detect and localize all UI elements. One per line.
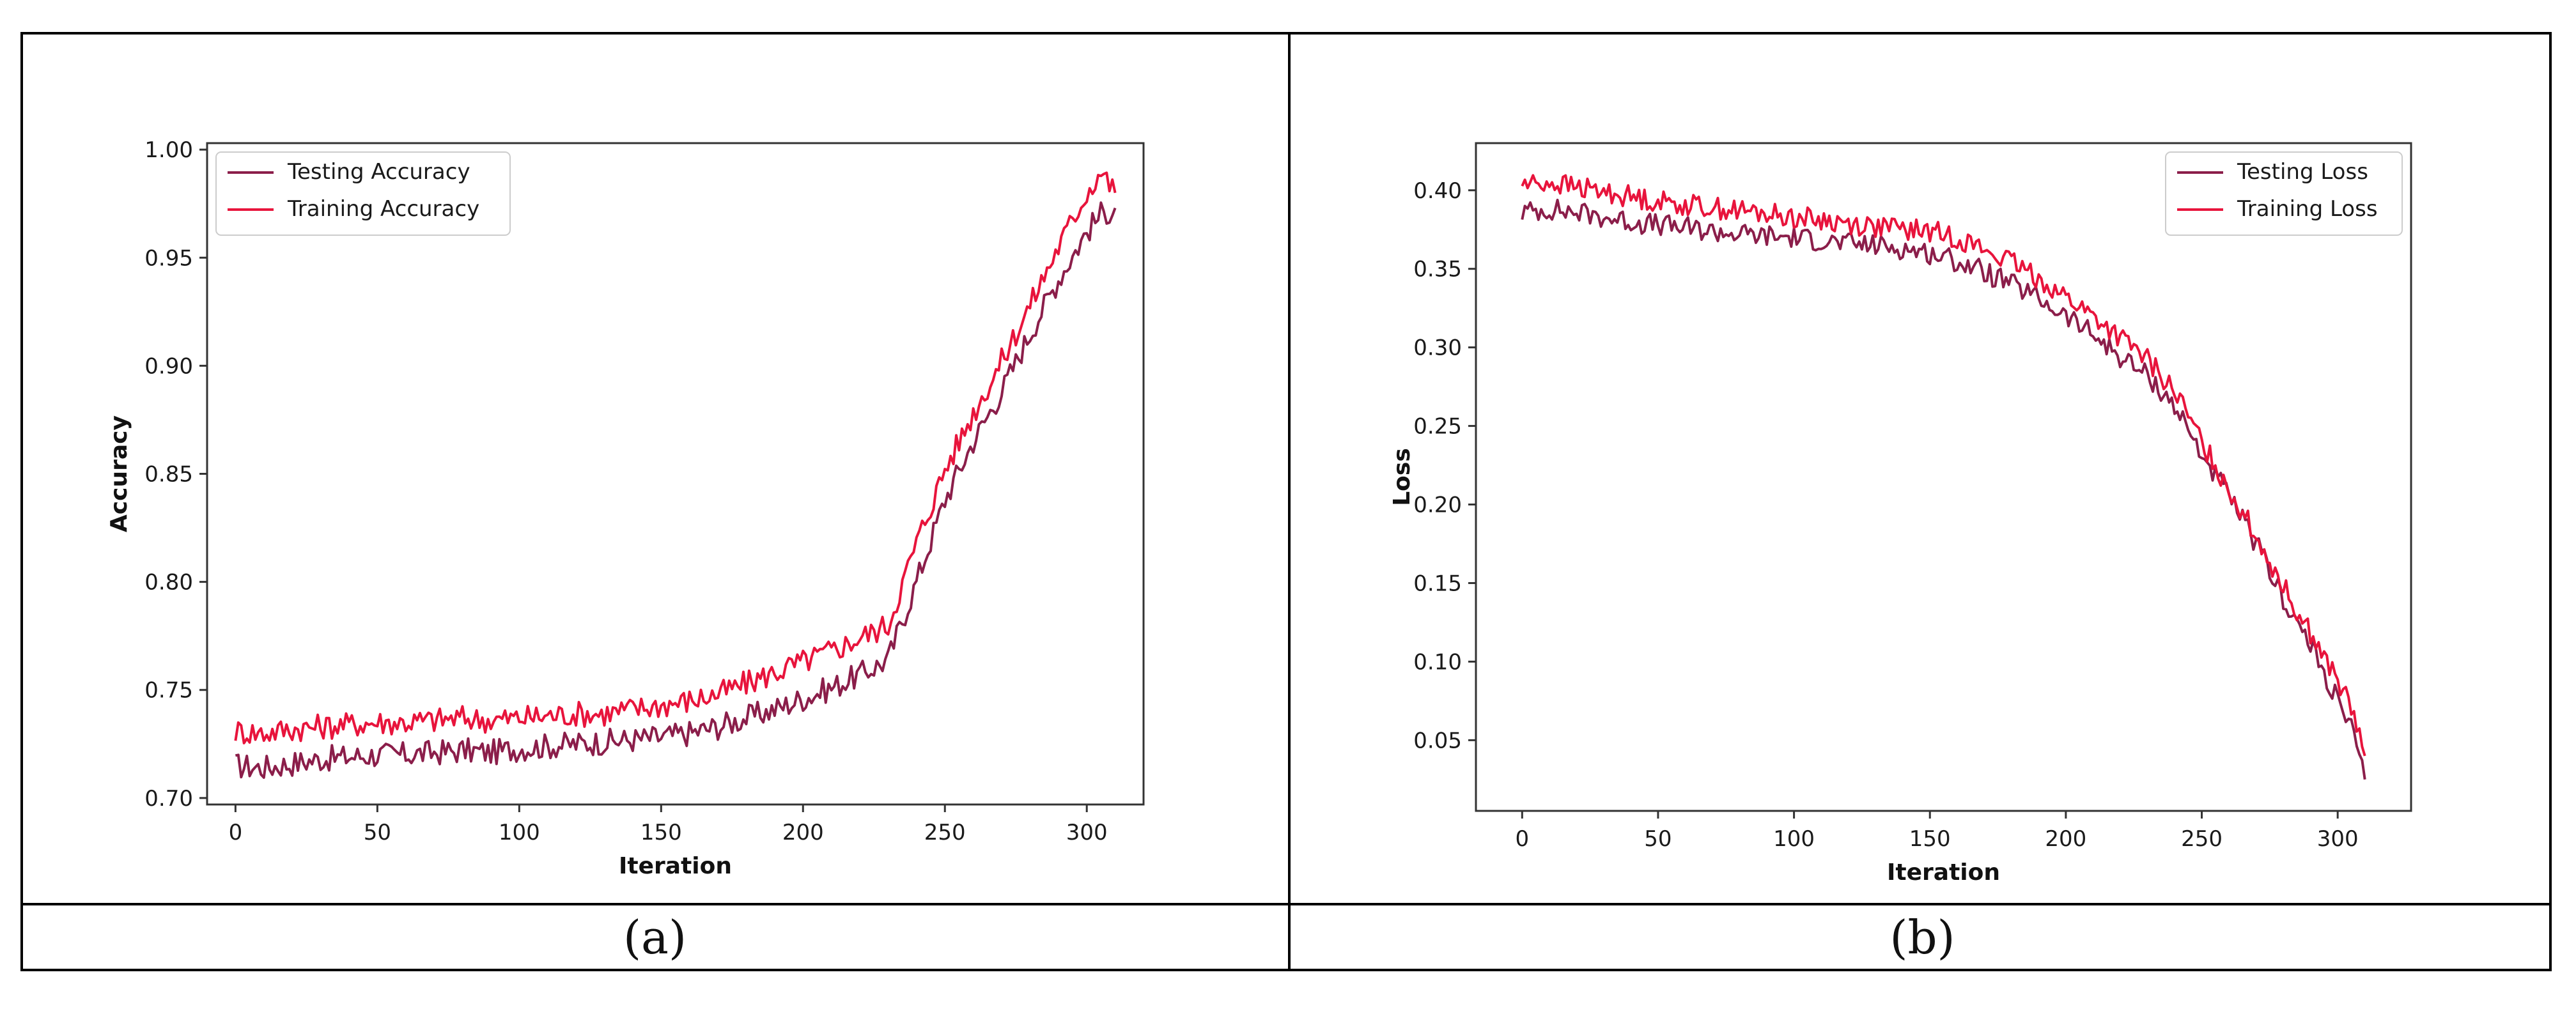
legend-label: Testing Accuracy: [287, 159, 470, 185]
y-axis-label: Accuracy: [106, 415, 132, 532]
x-tick-label: 100: [1773, 826, 1815, 852]
table-vertical-divider: [1288, 35, 1291, 969]
x-tick-label: 0: [1515, 826, 1529, 852]
legend-box: [215, 151, 511, 236]
x-tick-label: 150: [1909, 826, 1951, 852]
x-tick-label: 150: [640, 820, 682, 845]
y-tick-label: 0.15: [1413, 571, 1462, 596]
series-line-training-loss: [1521, 174, 2366, 757]
x-tick-label: 300: [2317, 826, 2359, 852]
x-tick-label: 100: [499, 820, 540, 845]
figure-table: 0 50 100 150 200 250 300 0.70 0.75 0.80 0.85 0.90 0.…: [20, 32, 2552, 971]
caption-b: (b): [1889, 910, 1955, 964]
x-axis-label: Iteration: [619, 853, 732, 879]
legend-label: Testing Loss: [2237, 159, 2368, 185]
x-tick-label: 50: [1644, 826, 1672, 852]
table-horizontal-divider: [23, 903, 2549, 905]
y-tick-label: 0.95: [144, 245, 193, 271]
y-axis-label: Loss: [1389, 448, 1415, 506]
x-tick-label: 250: [924, 820, 966, 845]
caption-a: (a): [623, 910, 687, 964]
plot-frame: [1475, 142, 2412, 812]
y-tick-label: 0.85: [144, 462, 193, 488]
y-tick-label: 0.70: [144, 786, 193, 812]
y-tick-label: 0.90: [144, 353, 193, 379]
y-tick-label: 1.00: [144, 137, 193, 163]
x-tick-label: 200: [2045, 826, 2086, 852]
y-tick-label: 0.20: [1413, 493, 1462, 518]
legend-label: Training Accuracy: [287, 196, 479, 222]
x-tick-label: 300: [1066, 820, 1108, 845]
x-tick-label: 250: [2181, 826, 2223, 852]
x-axis-label: Iteration: [1887, 859, 2000, 886]
legend-box: [2165, 151, 2403, 236]
x-tick-label: 50: [364, 820, 391, 845]
plot-frame: [206, 142, 1145, 806]
series-line-testing-accuracy: [235, 201, 1117, 779]
series-line-testing-loss: [1521, 199, 2366, 780]
accuracy-chart: 0 50 100 150 200 250 300 0.70 0.75 0.80 0.85 0.90 0.…: [106, 137, 1145, 879]
y-tick-label: 0.05: [1413, 728, 1462, 753]
y-tick-label: 0.30: [1413, 335, 1462, 361]
series-line-training-accuracy: [234, 171, 1117, 744]
y-tick-label: 0.25: [1413, 414, 1462, 440]
legend-label: Training Loss: [2237, 196, 2378, 222]
x-tick-label: 200: [782, 820, 824, 845]
y-tick-label: 0.75: [144, 678, 193, 704]
loss-chart: 0 50 100 150 200 250 300 0.05 0.10 0.15 0.20 0.25 0.…: [1389, 142, 2412, 886]
y-tick-label: 0.35: [1413, 257, 1462, 282]
y-tick-label: 0.40: [1413, 178, 1462, 204]
y-tick-label: 0.10: [1413, 649, 1462, 675]
y-tick-label: 0.80: [144, 570, 193, 596]
x-tick-label: 0: [229, 820, 243, 845]
